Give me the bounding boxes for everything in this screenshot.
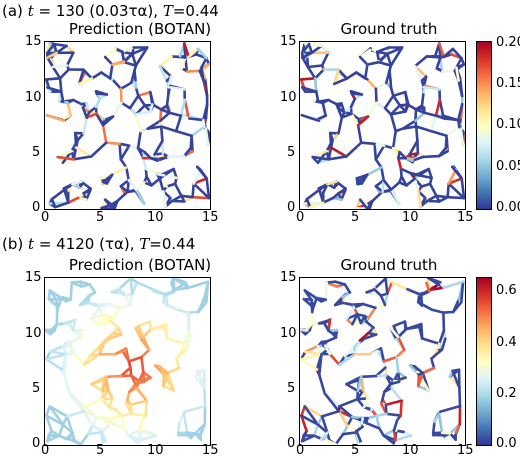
panel-a-left-title: Prediction (BOTAN)	[50, 20, 230, 38]
x-tick: 0	[296, 211, 304, 224]
x-tick: 15	[202, 444, 219, 457]
x-tick: 10	[147, 211, 164, 224]
colorbar-tick: 0.0	[496, 437, 517, 450]
panel-b-colorbar	[476, 277, 492, 446]
y-tick: 0	[287, 437, 295, 450]
x-tick: 5	[351, 444, 359, 457]
colorbar-tick: 0.15	[496, 77, 520, 90]
y-tick: 5	[287, 146, 295, 159]
y-tick: 10	[280, 91, 297, 104]
y-tick: 0	[32, 437, 40, 450]
y-tick: 0	[32, 201, 40, 214]
x-tick: 5	[96, 444, 104, 457]
x-tick: 10	[402, 444, 419, 457]
x-tick: 5	[96, 211, 104, 224]
y-tick: 15	[25, 35, 42, 48]
colorbar-tick: 0.2	[496, 387, 517, 400]
panel-b-label: (b) t = 4120 (τα), T=0.44	[2, 235, 195, 253]
panel-b-left-title: Prediction (BOTAN)	[50, 256, 230, 274]
colorbar-tick: 0.20	[496, 36, 520, 49]
y-tick: 10	[25, 91, 42, 104]
x-tick: 5	[351, 211, 359, 224]
colorbar-tick: 0.05	[496, 160, 520, 173]
y-tick: 15	[280, 271, 297, 284]
colorbar-tick: 0.00	[496, 201, 520, 214]
panel-b-right-title: Ground truth	[299, 256, 479, 274]
panel-a-prediction-plot	[44, 41, 211, 210]
y-tick: 5	[32, 382, 40, 395]
colorbar-tick: 0.10	[496, 118, 520, 131]
panel-b-ground-truth-plot	[299, 277, 466, 446]
y-tick: 15	[280, 35, 297, 48]
y-tick: 5	[287, 382, 295, 395]
x-tick: 0	[41, 444, 49, 457]
x-tick: 15	[202, 211, 219, 224]
y-tick: 10	[280, 327, 297, 340]
panel-a-colorbar	[476, 41, 492, 210]
x-tick: 0	[41, 211, 49, 224]
y-tick: 15	[25, 271, 42, 284]
panel-b-prediction-plot	[44, 277, 211, 446]
panel-a-label: (a) t = 130 (0.03τα), T=0.44	[2, 2, 219, 20]
panel-a-ground-truth-plot	[299, 41, 466, 210]
colorbar-tick: 0.4	[496, 336, 517, 349]
panel-a-right-title: Ground truth	[299, 20, 479, 38]
y-tick: 5	[32, 146, 40, 159]
x-tick: 15	[457, 211, 474, 224]
y-tick: 10	[25, 327, 42, 340]
y-tick: 0	[287, 201, 295, 214]
x-tick: 0	[296, 444, 304, 457]
x-tick: 10	[147, 444, 164, 457]
x-tick: 15	[457, 444, 474, 457]
x-tick: 10	[402, 211, 419, 224]
colorbar-tick: 0.6	[496, 284, 517, 297]
